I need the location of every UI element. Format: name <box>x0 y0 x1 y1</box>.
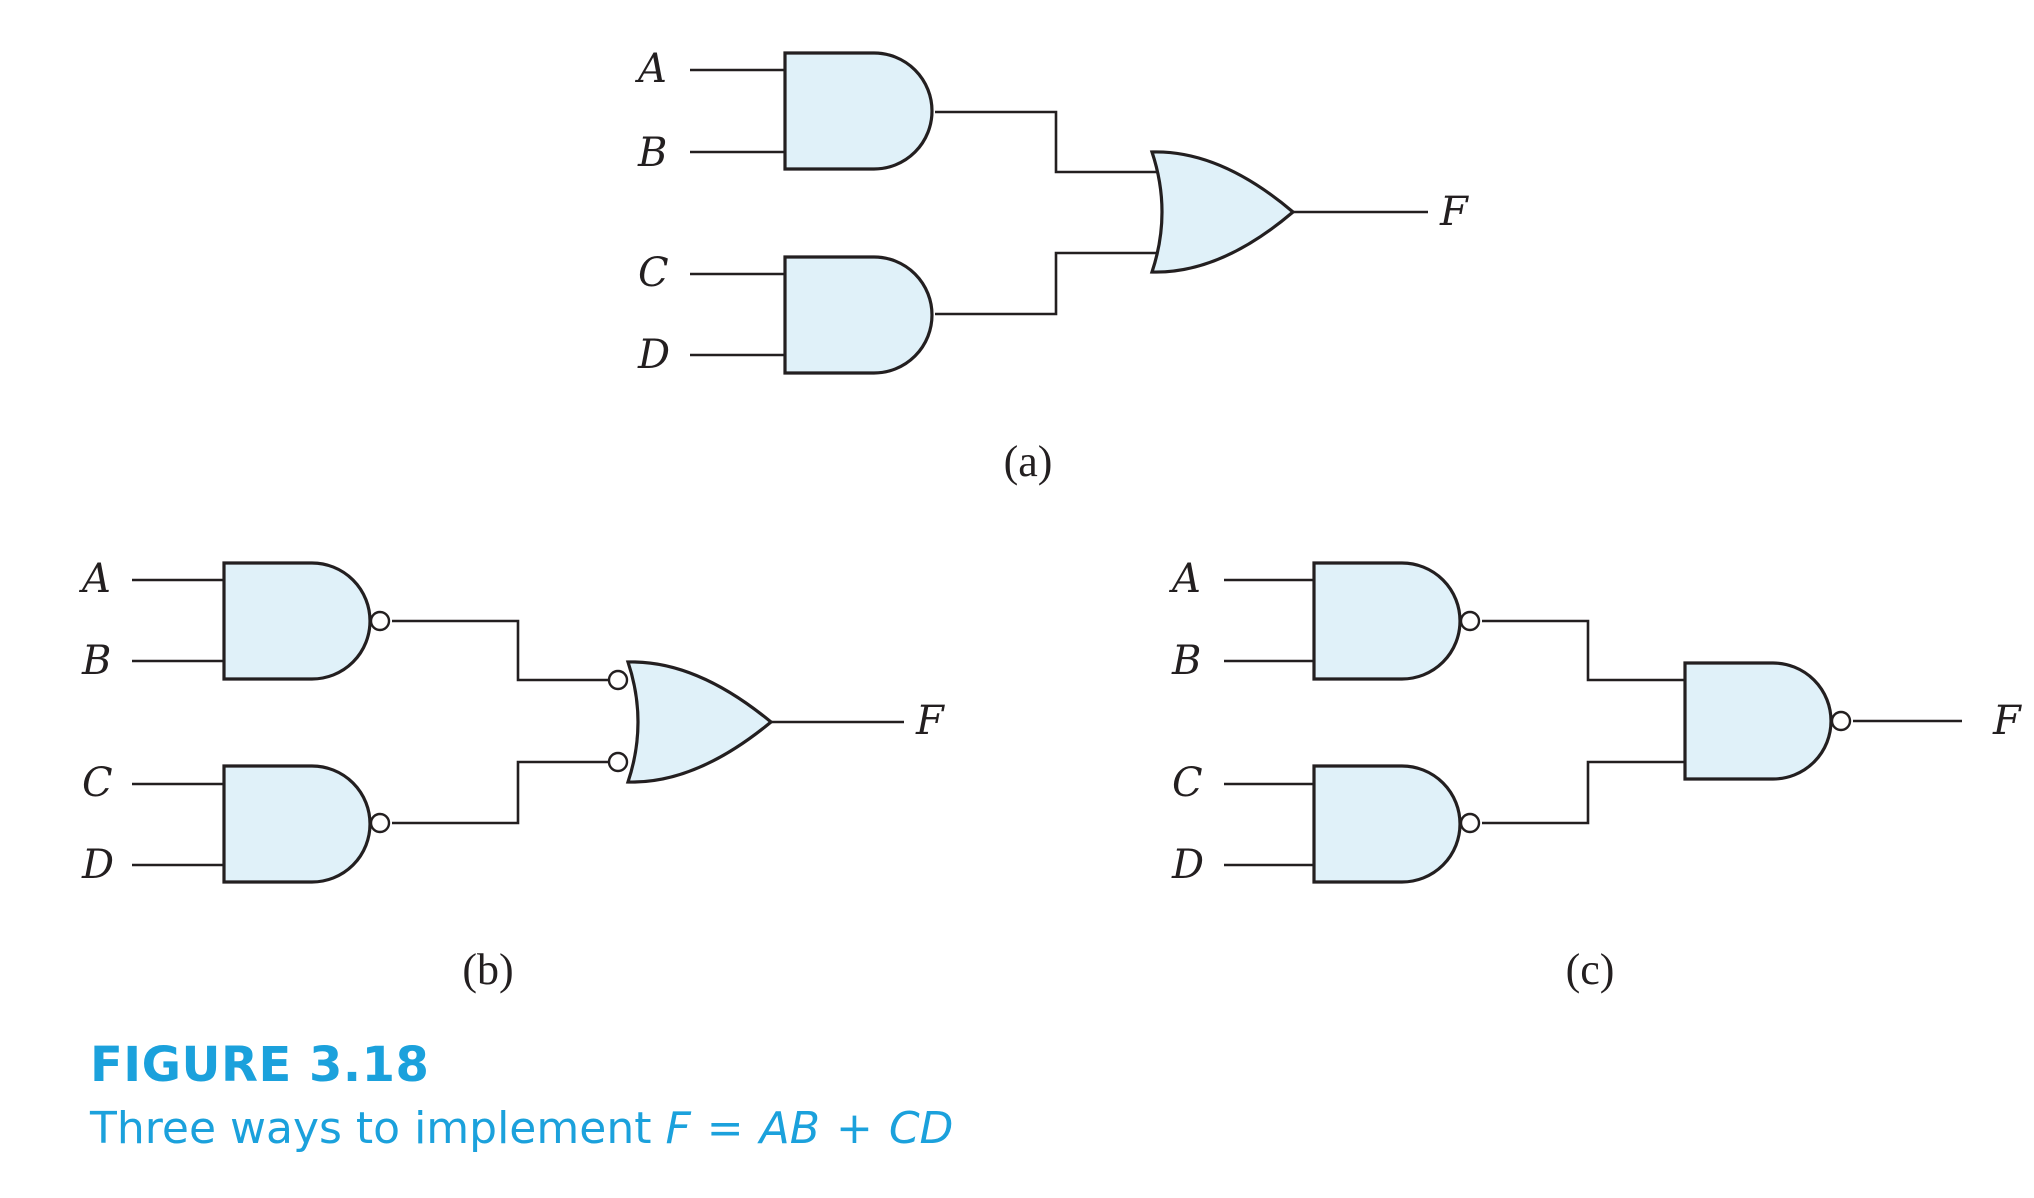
caption-description: Three ways to implement <box>90 1103 652 1154</box>
circuit-c-wires <box>1224 578 1962 867</box>
output-label-f: F <box>1992 698 2022 744</box>
input-label-a: A <box>634 46 667 92</box>
caption-equation-lhs: F <box>665 1103 691 1154</box>
input-label-c: C <box>1172 760 1203 806</box>
input-label-b: B <box>81 638 111 684</box>
output-label-f: F <box>915 698 945 744</box>
caption-term-cd: CD <box>888 1103 954 1154</box>
or-gate-inverted-inputs <box>625 660 774 784</box>
or-input-bubble-bottom <box>607 751 629 773</box>
output-nand-gate <box>1683 661 1833 781</box>
input-label-a: A <box>78 556 111 602</box>
input-label-d: D <box>81 842 114 888</box>
circuit-a-wires <box>690 68 1428 357</box>
caption-plus-sign: + <box>835 1103 873 1154</box>
nand-ab-output-bubble <box>1459 610 1481 632</box>
subcaption-c: (c) <box>1566 945 1615 994</box>
or-gate <box>1149 150 1296 274</box>
input-label-b: B <box>1171 638 1201 684</box>
nand-gate-cd <box>1312 764 1462 884</box>
figure-number: FIGURE 3.18 <box>90 1037 430 1093</box>
subcaption-b: (b) <box>462 945 513 994</box>
figure-caption: FIGURE 3.18 Three ways to implement F = AB… <box>90 1036 953 1160</box>
output-label-f: F <box>1439 189 1469 235</box>
input-label-a: A <box>1168 556 1201 602</box>
figure-caption-text: Three ways to implement F = AB + CD <box>90 1098 953 1160</box>
or-input-bubble-top <box>607 669 629 691</box>
input-label-d: D <box>637 332 670 378</box>
circuit-b-wires <box>132 578 904 867</box>
input-label-d: D <box>1171 842 1204 888</box>
and-gate-cd <box>783 255 934 375</box>
caption-equals-sign: = <box>706 1103 744 1154</box>
output-nand-bubble <box>1830 710 1852 732</box>
nand-gate-ab <box>222 561 372 681</box>
nand-cd-output-bubble <box>369 812 391 834</box>
caption-term-ab: AB <box>759 1103 820 1154</box>
nand-gate-cd <box>222 764 372 884</box>
and-gate-ab <box>783 51 934 171</box>
input-label-b: B <box>637 130 667 176</box>
nand-ab-output-bubble <box>369 610 391 632</box>
nand-cd-output-bubble <box>1459 812 1481 834</box>
nand-gate-ab <box>1312 561 1462 681</box>
input-label-c: C <box>638 250 669 296</box>
input-label-c: C <box>82 760 113 806</box>
circuit-c: A B C D F (c) <box>1168 556 2022 994</box>
circuit-a: A B C D F (a) <box>634 46 1469 486</box>
subcaption-a: (a) <box>1004 437 1053 486</box>
circuit-b: A B C D F (b) <box>78 556 945 994</box>
